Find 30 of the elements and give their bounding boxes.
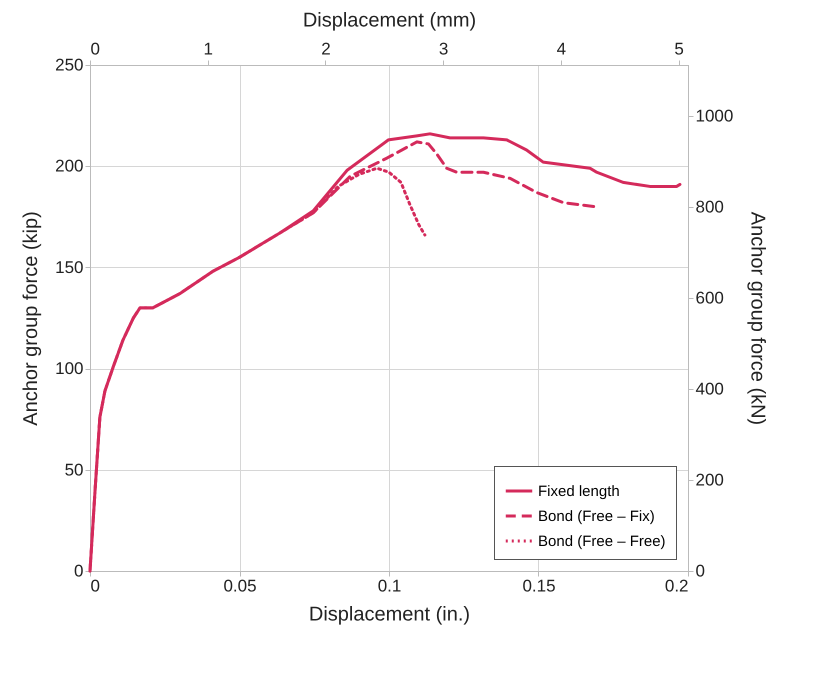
x2-tick-label: 2 xyxy=(321,40,331,58)
x2-axis-title: Displacement (mm) xyxy=(302,10,476,32)
y2-axis-title: Anchor group force (kN) xyxy=(746,212,768,426)
x-tick-label: 0.15 xyxy=(522,576,556,596)
x2-tick-label: 4 xyxy=(556,40,566,58)
legend-label: Bond (Free – Free) xyxy=(538,533,666,550)
y-tick-label: 100 xyxy=(55,359,84,378)
x-tick-label: 0.2 xyxy=(664,576,688,596)
x-tick-label: 0.1 xyxy=(378,576,402,596)
y2-tick-label: 0 xyxy=(696,562,705,580)
x-tick-label: 0.05 xyxy=(223,576,257,596)
y2-tick-label: 600 xyxy=(696,288,724,308)
y-tick-label: 250 xyxy=(55,56,84,74)
y2-tick-label: 400 xyxy=(696,379,724,398)
x2-tick-label: 5 xyxy=(674,40,684,58)
y-tick-label: 150 xyxy=(55,258,84,277)
legend-label: Bond (Free – Fix) xyxy=(538,508,655,525)
legend-label: Fixed length xyxy=(538,483,620,500)
y2-tick-label: 200 xyxy=(696,470,724,490)
x-axis-title: Displacement (in.) xyxy=(308,604,470,626)
y-tick-label: 50 xyxy=(64,460,84,480)
y-axis-title: Anchor group force (kip) xyxy=(20,211,42,426)
y2-tick-label: 1000 xyxy=(696,106,734,126)
x-tick-label: 0 xyxy=(90,576,100,596)
x2-tick-label: 0 xyxy=(90,40,100,58)
y2-tick-label: 800 xyxy=(696,197,724,216)
y-tick-label: 200 xyxy=(55,156,84,176)
x2-tick-label: 3 xyxy=(438,40,448,58)
x2-tick-label: 1 xyxy=(203,40,213,58)
y-tick-label: 0 xyxy=(74,562,84,580)
